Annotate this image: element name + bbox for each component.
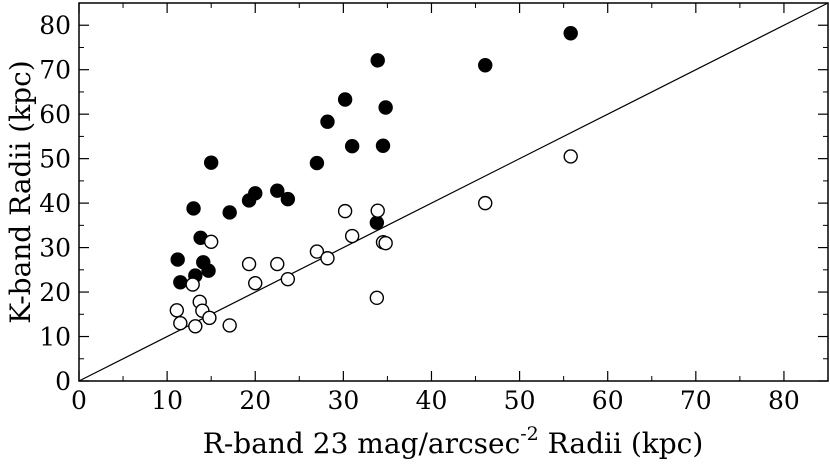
filled-data-point bbox=[563, 26, 578, 41]
filled-data-point bbox=[337, 92, 353, 107]
open-data-point bbox=[169, 303, 185, 318]
tick-labels: 0 10 20 30 40 50 60 70 80 0 10 20 30 40 50 60 70 80 bbox=[39, 11, 800, 415]
filled-data-point bbox=[173, 275, 188, 290]
filled-data-point bbox=[170, 252, 185, 267]
open-data-point bbox=[563, 149, 578, 164]
open-data-point bbox=[378, 235, 393, 251]
x-axis-label: R-band 23 mag/arcsec-2 Radii (kpc) bbox=[203, 423, 704, 460]
open-data-point bbox=[320, 251, 335, 266]
open-data-point bbox=[173, 315, 188, 331]
y-tick-label: 70 bbox=[39, 56, 71, 85]
y-axis-label: K-band Radii (kpc) bbox=[4, 60, 37, 323]
open-data-point bbox=[270, 256, 285, 272]
x-tick-label: 60 bbox=[592, 386, 624, 415]
open-data-point bbox=[337, 203, 353, 219]
open-data-point bbox=[203, 234, 219, 250]
x-tick-label: 10 bbox=[151, 386, 183, 415]
filled-data-point bbox=[186, 201, 201, 216]
x-tick-label: 70 bbox=[680, 386, 712, 415]
data-points bbox=[169, 26, 578, 334]
open-data-point bbox=[248, 275, 263, 291]
open-data-point bbox=[202, 310, 217, 326]
open-data-point bbox=[309, 244, 325, 259]
y-tick-label: 20 bbox=[39, 278, 71, 307]
filled-data-point bbox=[201, 263, 216, 278]
open-data-point bbox=[478, 195, 493, 211]
x-tick-label: 80 bbox=[768, 386, 800, 415]
filled-data-point bbox=[375, 138, 391, 153]
filled-data-point bbox=[280, 191, 296, 207]
filled-data-point bbox=[309, 155, 325, 171]
open-data-point bbox=[241, 256, 257, 272]
filled-data-point bbox=[378, 100, 393, 115]
filled-data-point bbox=[344, 138, 360, 154]
filled-data-point bbox=[248, 186, 263, 201]
x-tick-label: 50 bbox=[504, 386, 536, 415]
open-data-point bbox=[222, 318, 237, 333]
open-data-point bbox=[280, 271, 296, 287]
y-tick-label: 10 bbox=[39, 323, 71, 352]
filled-data-point bbox=[222, 205, 237, 220]
y-tick-label: 80 bbox=[39, 11, 71, 40]
x-tick-label: 0 bbox=[71, 386, 87, 415]
filled-data-point bbox=[320, 114, 335, 129]
plot-frame bbox=[78, 2, 829, 382]
axis-ticks bbox=[78, 3, 828, 382]
open-data-point bbox=[370, 203, 385, 218]
open-data-point bbox=[369, 290, 385, 306]
x-axis-label-main: R-band 23 mag/arcsec bbox=[203, 427, 521, 460]
filled-data-point bbox=[369, 215, 385, 230]
y-tick-label: 40 bbox=[39, 189, 71, 218]
filled-data-point bbox=[270, 183, 285, 198]
y-tick-label: 60 bbox=[39, 100, 71, 129]
open-data-point bbox=[344, 228, 360, 244]
x-axis-label-superscript: -2 bbox=[520, 423, 539, 445]
x-axis-label-rest: Radii (kpc) bbox=[539, 427, 703, 460]
filled-data-point bbox=[478, 58, 493, 73]
filled-data-point bbox=[203, 155, 219, 170]
x-tick-label: 40 bbox=[416, 386, 448, 415]
y-tick-label: 0 bbox=[55, 367, 71, 396]
y-tick-label: 50 bbox=[39, 145, 71, 174]
x-tick-label: 30 bbox=[327, 386, 359, 415]
filled-data-point bbox=[370, 53, 385, 68]
open-data-point bbox=[185, 277, 200, 292]
open-data-point bbox=[188, 319, 203, 334]
y-tick-label: 30 bbox=[39, 234, 71, 263]
x-tick-label: 20 bbox=[239, 386, 271, 415]
